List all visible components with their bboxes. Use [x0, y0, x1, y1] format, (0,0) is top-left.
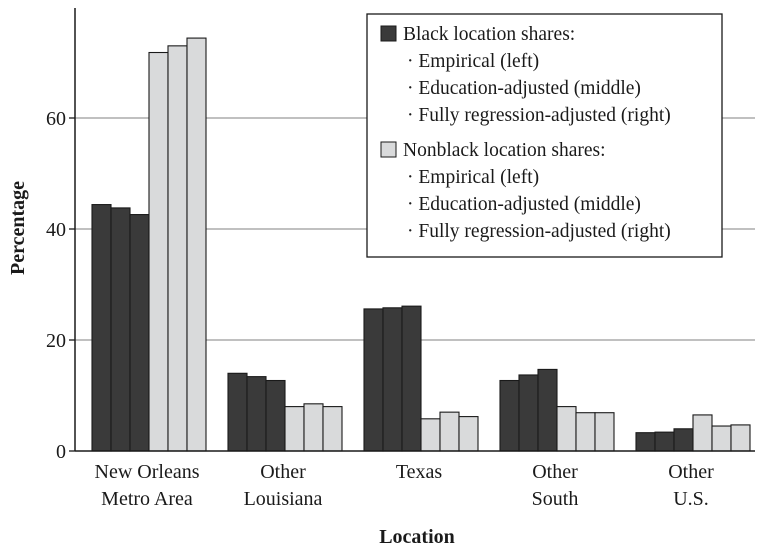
bar: [594, 412, 615, 452]
bar: [518, 374, 539, 452]
legend-item: · Empirical (left): [407, 51, 539, 72]
legend-item: · Fully regression-adjusted (right): [407, 105, 671, 126]
legend-swatch: [380, 141, 397, 158]
legend-item: · Education-adjusted (middle): [407, 78, 641, 99]
y-tick-label: 0: [56, 441, 66, 463]
bar: [363, 308, 384, 452]
bar: [537, 368, 558, 452]
bar: [575, 412, 596, 452]
x-category-label-line: Other: [668, 461, 714, 483]
bar: [692, 414, 713, 452]
bar: [129, 214, 150, 452]
y-tick-label: 40: [46, 219, 66, 241]
bar: [110, 207, 131, 452]
legend-item: · Fully regression-adjusted (right): [407, 221, 671, 242]
bar: [382, 307, 403, 452]
bar: [556, 406, 577, 452]
bar: [401, 305, 422, 452]
x-category-label-line: Other: [260, 461, 306, 483]
bar: [227, 372, 248, 452]
x-category-label-line: U.S.: [673, 488, 709, 510]
bar: [635, 432, 656, 452]
bar: [499, 379, 520, 452]
bar: [439, 411, 460, 452]
x-category-label: Other U.S.: [668, 461, 714, 510]
x-category-label: Texas: [396, 461, 443, 483]
bar: [303, 403, 324, 452]
x-category-label: New Orleans Metro Area: [95, 461, 200, 510]
bar: [711, 425, 732, 452]
legend-item: · Education-adjusted (middle): [407, 194, 641, 215]
x-category-label-line: New Orleans: [95, 461, 200, 483]
bar: [284, 406, 305, 452]
bar: [322, 406, 343, 452]
legend-box: [366, 13, 723, 258]
y-tick-label: 60: [46, 108, 66, 130]
y-tick-label: 20: [46, 330, 66, 352]
bar: [186, 37, 207, 452]
bar: [148, 51, 169, 452]
y-axis-title: Percentage: [7, 181, 29, 275]
bar: [167, 45, 188, 452]
bar: [730, 424, 751, 452]
bar: [246, 376, 267, 452]
x-category-label-line: Louisiana: [244, 488, 323, 510]
bar: [265, 379, 286, 452]
x-axis-categories: New Orleans Metro Area Other Louisiana Texas…: [95, 461, 715, 510]
x-category-label-line: Other: [532, 461, 578, 483]
bars: [91, 37, 751, 452]
bar: [673, 428, 694, 452]
legend-swatch: [380, 25, 397, 42]
bar: [420, 418, 441, 452]
bar: [91, 204, 112, 452]
x-category-label: Other South: [532, 461, 579, 510]
x-category-label-line: Metro Area: [101, 488, 193, 510]
legend-item: · Empirical (left): [407, 167, 539, 188]
x-axis-title: Location: [379, 526, 455, 548]
x-category-label: Other Louisiana: [244, 461, 323, 510]
bar: [458, 416, 479, 452]
legend-group-title: Nonblack location shares:: [403, 140, 606, 161]
legend-group-title: Black location shares:: [403, 24, 575, 45]
x-category-label-line: South: [532, 488, 579, 510]
bar: [654, 431, 675, 452]
y-axis-ticks: 0 20 40 60: [46, 108, 75, 463]
x-category-label-line: Texas: [396, 461, 443, 483]
legend: Black location shares: · Empirical (left)…: [366, 13, 723, 258]
